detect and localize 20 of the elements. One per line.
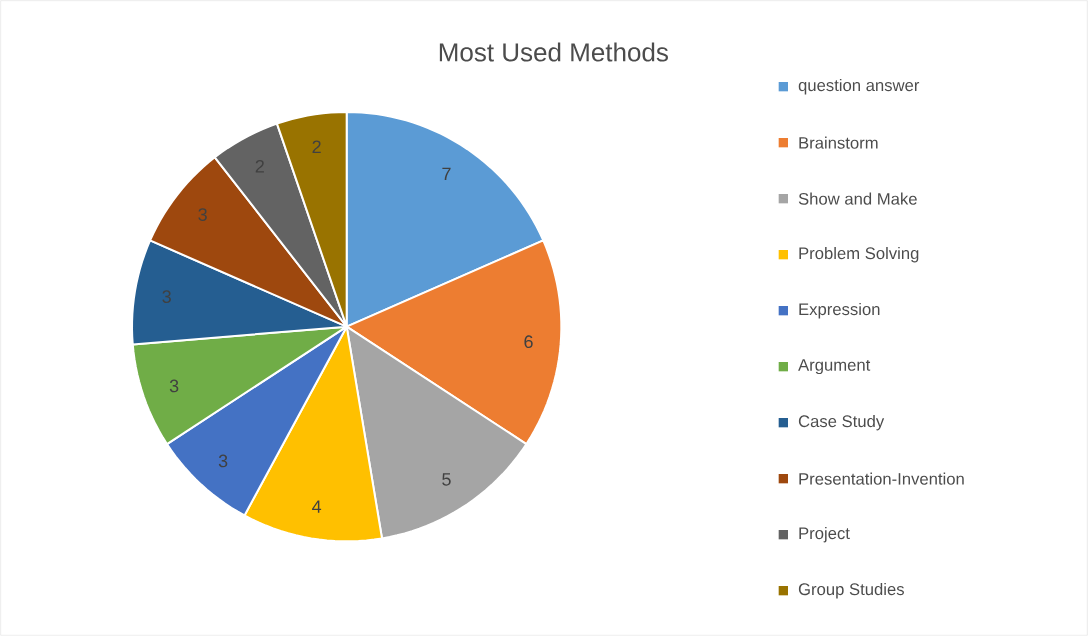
legend-label: Argument [798,359,871,375]
data-label: 4 [312,500,322,513]
legend-label: Case Study [798,414,885,431]
legend-label: Expression [799,302,880,319]
legend-label: Show and Make [798,192,917,205]
data-label: 6 [524,335,533,349]
data-label: 3 [169,379,179,393]
chart-title: Most Used Methods [439,42,668,62]
legend-label: Problem Solving [799,246,919,263]
legend-label: Project [799,526,850,543]
legend-label: Presentation-Invention [799,472,964,485]
legend-label: question answer [798,78,920,95]
data-label: 3 [218,454,228,468]
data-label: 5 [442,473,451,486]
data-label: 7 [442,167,451,181]
legend-label: Group Studies [798,582,904,599]
legend-label: Brainstorm [799,136,878,149]
data-label: 2 [312,140,321,153]
data-label: 3 [162,290,171,303]
data-label: 3 [198,208,207,221]
